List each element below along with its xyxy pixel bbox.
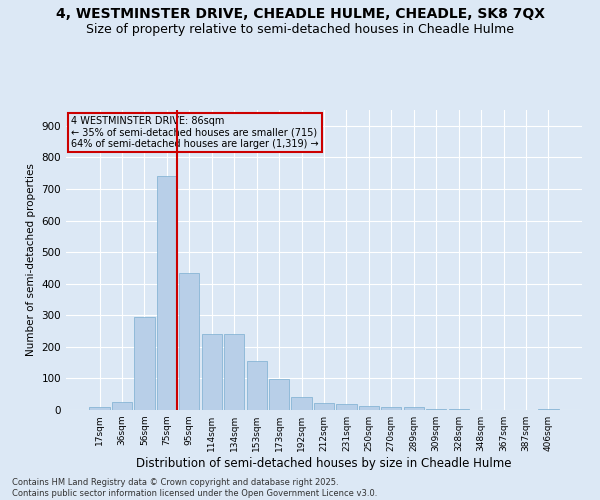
Text: 4 WESTMINSTER DRIVE: 86sqm
← 35% of semi-detached houses are smaller (715)
64% o: 4 WESTMINSTER DRIVE: 86sqm ← 35% of semi… — [71, 116, 319, 149]
Text: Size of property relative to semi-detached houses in Cheadle Hulme: Size of property relative to semi-detach… — [86, 22, 514, 36]
Bar — [426, 408, 446, 410]
Bar — [359, 406, 379, 410]
Bar — [538, 409, 559, 410]
Bar — [314, 403, 334, 410]
Bar — [224, 334, 244, 410]
Bar — [292, 398, 311, 410]
Bar — [202, 334, 222, 410]
Text: Contains HM Land Registry data © Crown copyright and database right 2025.
Contai: Contains HM Land Registry data © Crown c… — [12, 478, 377, 498]
Bar — [337, 404, 356, 410]
Bar — [112, 402, 132, 410]
Bar — [134, 317, 155, 410]
Bar — [179, 272, 199, 410]
Bar — [157, 176, 177, 410]
Bar — [89, 408, 110, 410]
Bar — [404, 407, 424, 410]
Bar — [269, 380, 289, 410]
X-axis label: Distribution of semi-detached houses by size in Cheadle Hulme: Distribution of semi-detached houses by … — [136, 457, 512, 470]
Text: 4, WESTMINSTER DRIVE, CHEADLE HULME, CHEADLE, SK8 7QX: 4, WESTMINSTER DRIVE, CHEADLE HULME, CHE… — [56, 8, 545, 22]
Bar — [247, 361, 267, 410]
Bar — [381, 407, 401, 410]
Y-axis label: Number of semi-detached properties: Number of semi-detached properties — [26, 164, 36, 356]
